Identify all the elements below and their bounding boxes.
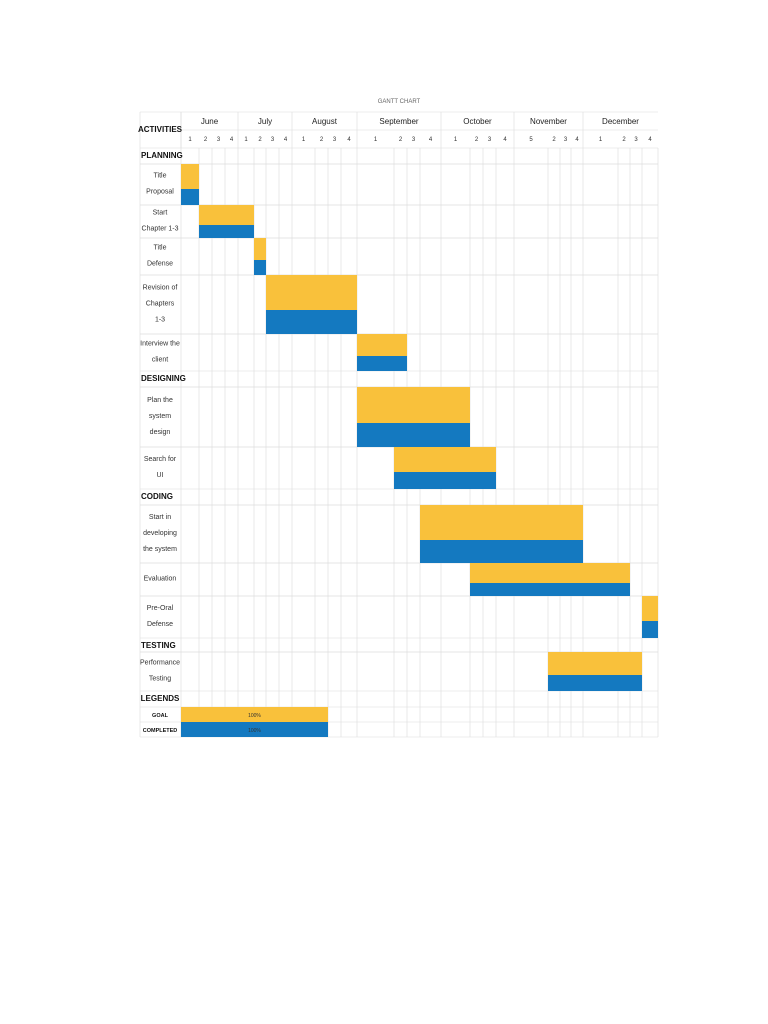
activity-label: developing <box>143 530 177 537</box>
activity-label: client <box>152 357 168 364</box>
week-label: 5 <box>529 137 533 143</box>
week-label: 4 <box>230 137 234 143</box>
activity-label: Pre-Oral <box>147 605 174 612</box>
week-label: 3 <box>412 137 416 143</box>
goal-bar <box>254 238 266 260</box>
week-label: 1 <box>599 137 603 143</box>
activity-label: UI <box>157 472 164 479</box>
goal-bar <box>420 505 583 540</box>
activity-label: Plan the <box>147 397 173 404</box>
week-label: 1 <box>454 137 458 143</box>
goal-bar <box>357 387 470 423</box>
activities-header: ACTIVITIES <box>138 125 183 134</box>
legend-label: COMPLETED <box>143 728 178 734</box>
goal-bar <box>548 652 642 675</box>
goal-bar <box>470 563 630 583</box>
activity-label: Proposal <box>146 189 174 196</box>
completed-bar <box>548 675 642 691</box>
legend-swatch <box>181 722 328 737</box>
completed-bar <box>394 472 496 489</box>
completed-bar <box>254 260 266 275</box>
activity-label: Start <box>153 210 168 217</box>
activity-label: Testing <box>149 676 171 683</box>
goal-bar <box>642 596 658 621</box>
activity-label: 1-3 <box>155 317 165 324</box>
month-label: October <box>463 117 492 126</box>
chart-title: GANTT CHART <box>378 99 421 105</box>
activity-label: Start in <box>149 514 171 521</box>
completed-bar <box>357 423 470 447</box>
legend-value: 100% <box>248 728 261 734</box>
month-label: August <box>312 117 338 126</box>
week-label: 2 <box>552 137 556 143</box>
month-label: December <box>602 117 639 126</box>
week-label: 2 <box>320 137 324 143</box>
week-label: 1 <box>374 137 378 143</box>
completed-bar <box>357 356 407 371</box>
section-label: DESIGNING <box>141 374 186 383</box>
goal-bar <box>181 164 199 189</box>
week-label: 2 <box>258 137 262 143</box>
week-label: 2 <box>399 137 403 143</box>
activity-label: design <box>150 429 171 436</box>
completed-bar <box>420 540 583 563</box>
activity-label: Defense <box>147 621 173 628</box>
activity-label: Interview the <box>140 341 180 348</box>
week-label: 4 <box>575 137 579 143</box>
completed-bar <box>642 621 658 638</box>
week-label: 2 <box>622 137 626 143</box>
activity-label: Title <box>154 173 167 180</box>
week-label: 4 <box>648 137 652 143</box>
week-label: 3 <box>333 137 337 143</box>
activity-label: system <box>149 413 171 420</box>
activity-label: Revision of <box>143 285 178 292</box>
week-label: 3 <box>217 137 221 143</box>
month-label: July <box>258 117 272 126</box>
month-label: June <box>201 117 219 126</box>
section-label: TESTING <box>141 641 176 650</box>
section-label: CODING <box>141 492 173 501</box>
week-label: 4 <box>284 137 288 143</box>
legend-label: GOAL <box>152 713 169 719</box>
activity-label: Search for <box>144 456 177 463</box>
week-label: 3 <box>634 137 638 143</box>
activity-label: the system <box>143 546 177 553</box>
month-label: September <box>379 117 418 126</box>
completed-bar <box>199 225 254 238</box>
legend-title: LEGENDS <box>141 694 180 703</box>
legend-swatch <box>181 707 328 722</box>
activity-label: Performance <box>140 660 180 667</box>
week-label: 1 <box>188 137 192 143</box>
activity-label: Evaluation <box>144 576 177 583</box>
activity-label: Chapters <box>146 301 175 308</box>
section-label: PLANNING <box>141 151 183 160</box>
goal-bar <box>266 275 357 310</box>
completed-bar <box>181 189 199 205</box>
legend-value: 100% <box>248 713 261 719</box>
completed-bar <box>266 310 357 334</box>
week-label: 1 <box>244 137 248 143</box>
goal-bar <box>394 447 496 472</box>
week-label: 1 <box>302 137 306 143</box>
activity-label: Chapter 1-3 <box>142 226 179 233</box>
activity-label: Defense <box>147 261 173 268</box>
week-label: 2 <box>475 137 479 143</box>
week-label: 4 <box>429 137 433 143</box>
activity-label: Title <box>154 245 167 252</box>
week-label: 2 <box>204 137 208 143</box>
week-label: 3 <box>271 137 275 143</box>
goal-bar <box>199 205 254 225</box>
completed-bar <box>470 583 630 596</box>
week-label: 3 <box>564 137 568 143</box>
month-label: November <box>530 117 567 126</box>
goal-bar <box>357 334 407 356</box>
week-label: 3 <box>488 137 492 143</box>
week-label: 4 <box>503 137 507 143</box>
week-label: 4 <box>347 137 351 143</box>
